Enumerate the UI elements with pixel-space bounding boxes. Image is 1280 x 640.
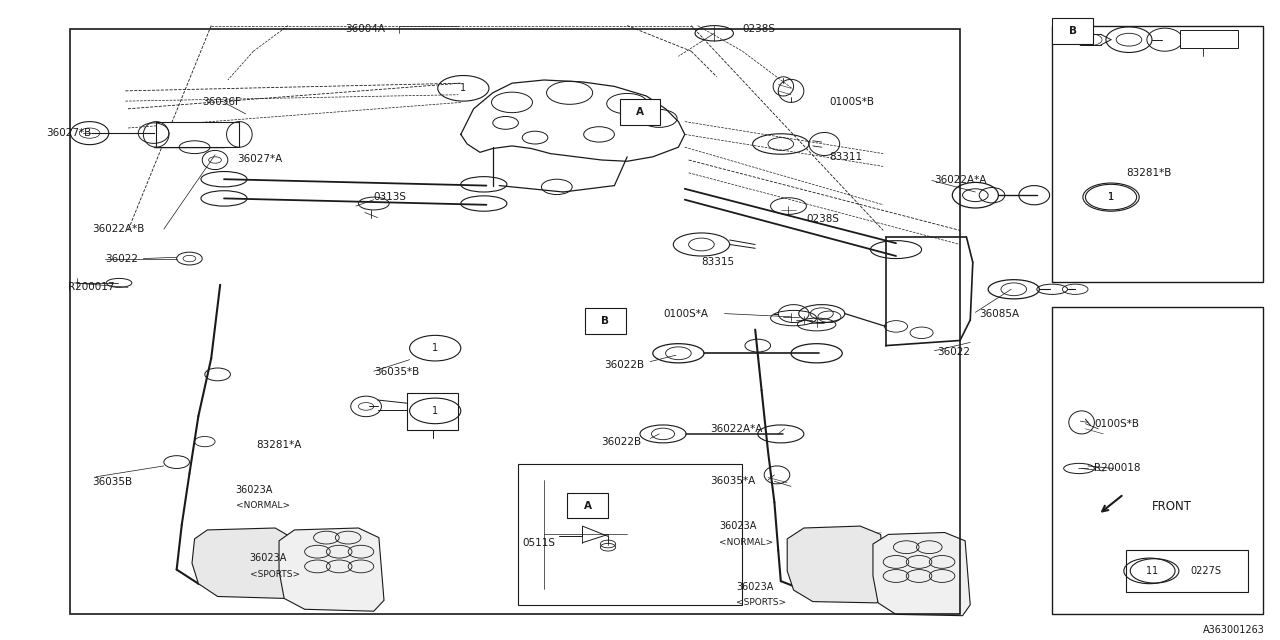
- Text: 36027*B: 36027*B: [46, 128, 91, 138]
- Text: 36085A: 36085A: [979, 308, 1019, 319]
- Text: 83311: 83311: [829, 152, 863, 162]
- Bar: [1126, 550, 1248, 592]
- Text: 0511S: 0511S: [522, 538, 556, 548]
- Text: 0238S: 0238S: [806, 214, 840, 224]
- Text: 36023A: 36023A: [736, 582, 773, 592]
- Text: 0100S*B: 0100S*B: [1094, 419, 1139, 429]
- Polygon shape: [787, 526, 886, 603]
- Text: 1: 1: [1108, 192, 1114, 202]
- Text: 83281*B: 83281*B: [1126, 168, 1171, 178]
- Text: A363001263: A363001263: [1203, 625, 1265, 636]
- Text: 1: 1: [1147, 566, 1152, 576]
- Text: 36022: 36022: [105, 253, 138, 264]
- Text: 1: 1: [1152, 566, 1157, 576]
- Text: B: B: [1069, 26, 1076, 36]
- Polygon shape: [873, 532, 970, 616]
- Text: R200018: R200018: [1094, 463, 1140, 474]
- Text: 36022: 36022: [937, 347, 970, 357]
- Text: A: A: [636, 107, 644, 117]
- Text: 0227S: 0227S: [1190, 566, 1221, 576]
- Polygon shape: [192, 528, 294, 598]
- Text: 36023A: 36023A: [719, 521, 756, 531]
- Text: 36022A*B: 36022A*B: [92, 224, 145, 234]
- Text: 36023A: 36023A: [236, 484, 273, 495]
- Bar: [1180, 30, 1238, 48]
- Bar: [70, 29, 960, 614]
- Bar: [518, 464, 742, 605]
- Bar: [1052, 18, 1093, 44]
- Text: <SPORTS>: <SPORTS>: [250, 570, 300, 579]
- Text: 1: 1: [433, 343, 438, 353]
- Text: 0100S*A: 0100S*A: [663, 308, 708, 319]
- Text: R200017: R200017: [68, 282, 114, 292]
- Text: 36036F: 36036F: [202, 97, 241, 108]
- Text: 0238S: 0238S: [742, 24, 776, 34]
- Text: <SPORTS>: <SPORTS>: [736, 598, 786, 607]
- Bar: [407, 393, 458, 430]
- Text: 83315: 83315: [701, 257, 735, 268]
- Text: 36022A*A: 36022A*A: [710, 424, 763, 434]
- Text: 36035*A: 36035*A: [710, 476, 755, 486]
- Text: <NORMAL>: <NORMAL>: [236, 501, 289, 510]
- Text: 1: 1: [461, 83, 466, 93]
- Text: <NORMAL>: <NORMAL>: [719, 538, 773, 547]
- Text: B: B: [602, 316, 609, 326]
- Bar: [585, 308, 626, 334]
- Text: 36022B: 36022B: [604, 360, 644, 370]
- Text: A: A: [584, 500, 591, 511]
- Text: 1: 1: [433, 406, 438, 416]
- Bar: [156, 122, 239, 147]
- Text: 36035*B: 36035*B: [374, 367, 419, 378]
- Text: 36035B: 36035B: [92, 477, 132, 487]
- Text: 1: 1: [1108, 192, 1114, 202]
- Bar: [1052, 26, 1263, 282]
- Text: FRONT: FRONT: [1152, 500, 1192, 513]
- Polygon shape: [279, 528, 384, 611]
- Bar: [620, 99, 660, 125]
- Text: 36004A: 36004A: [346, 24, 385, 34]
- Bar: [1052, 307, 1263, 614]
- Text: 0313S: 0313S: [374, 192, 407, 202]
- Text: 36022B: 36022B: [602, 436, 641, 447]
- Bar: [567, 493, 608, 518]
- Text: 0100S*B: 0100S*B: [829, 97, 874, 108]
- Text: 83281*A: 83281*A: [256, 440, 301, 450]
- Text: 36023A: 36023A: [250, 553, 287, 563]
- Text: 36022A*A: 36022A*A: [934, 175, 987, 186]
- Text: 36027*A: 36027*A: [237, 154, 282, 164]
